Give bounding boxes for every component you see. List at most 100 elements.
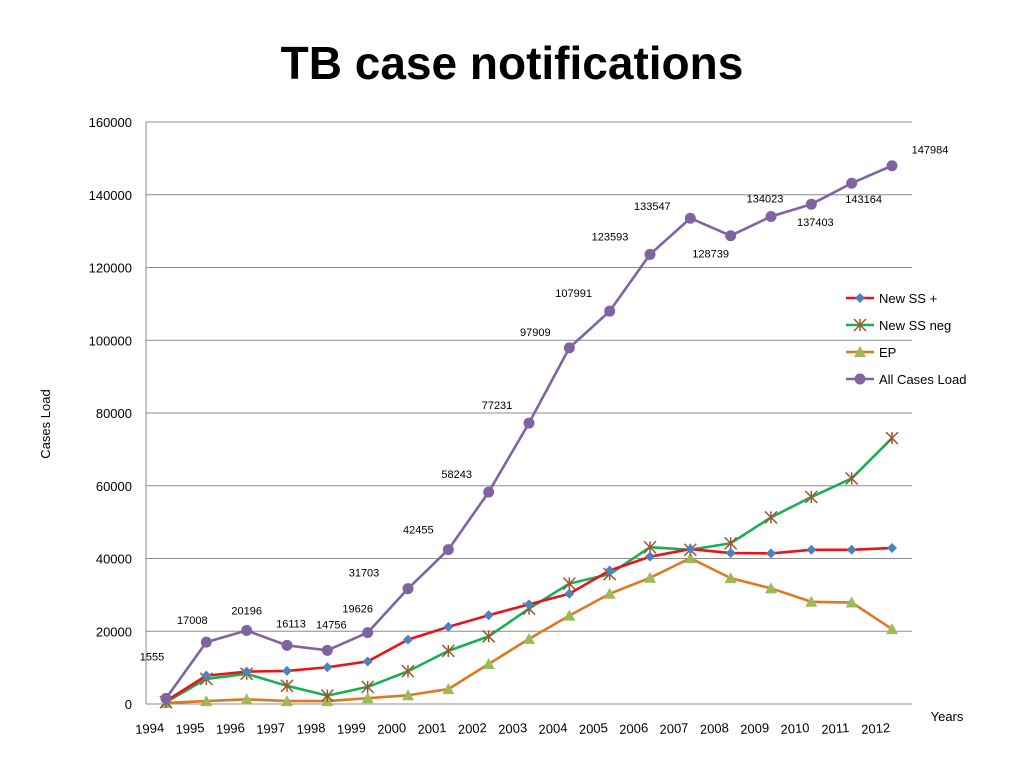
y-tick-label: 0 — [125, 697, 132, 712]
data-label: 20196 — [231, 606, 262, 618]
data-point — [322, 662, 333, 673]
x-tick-label: 2001 — [417, 720, 447, 737]
x-tick-label: 2010 — [780, 720, 810, 737]
data-point — [482, 657, 495, 669]
legend-label: EP — [879, 345, 896, 360]
data-label: 17008 — [177, 615, 208, 627]
data-point — [441, 644, 455, 658]
data-point — [604, 565, 615, 576]
y-tick-label: 160000 — [89, 115, 132, 130]
data-point — [281, 639, 293, 651]
data-label: 97909 — [520, 327, 551, 339]
series-line — [165, 437, 893, 704]
data-point — [563, 342, 575, 354]
data-point — [362, 656, 373, 667]
legend-label: All Cases Load — [879, 372, 966, 387]
series-line — [165, 546, 893, 703]
y-tick-label: 140000 — [89, 188, 132, 203]
data-point — [685, 544, 696, 555]
data-label: 128739 — [692, 249, 729, 261]
data-point — [361, 692, 374, 704]
data-point — [361, 680, 375, 694]
x-tick-label: 2002 — [457, 720, 487, 737]
x-tick-label: 2005 — [578, 720, 608, 737]
data-point — [402, 689, 414, 701]
x-tick-label: 2008 — [699, 720, 729, 737]
data-point — [845, 596, 858, 608]
data-point — [604, 305, 616, 317]
data-point — [724, 572, 737, 584]
chart-title: TB case notifications — [280, 37, 744, 89]
data-point — [442, 544, 454, 556]
data-point — [200, 636, 212, 648]
series-new-ss-neg — [159, 431, 899, 709]
data-point — [854, 346, 866, 357]
x-tick-label: 2003 — [498, 720, 528, 737]
y-tick-label: 120000 — [89, 261, 132, 276]
data-point — [855, 293, 865, 303]
x-tick-label: 1997 — [256, 720, 286, 737]
data-point — [725, 548, 736, 559]
data-point — [765, 210, 777, 222]
data-point — [200, 695, 213, 707]
x-tick-label: 1995 — [175, 720, 205, 737]
x-tick-label: 2009 — [740, 720, 770, 737]
data-label: 123593 — [592, 231, 629, 243]
data-point — [281, 695, 293, 707]
y-tick-label: 80000 — [96, 406, 132, 421]
data-point — [644, 248, 656, 260]
data-point — [482, 629, 496, 643]
data-point — [524, 599, 534, 610]
data-point — [563, 609, 576, 621]
data-point — [443, 621, 454, 632]
data-point — [644, 571, 656, 583]
x-tick-label: 2000 — [377, 720, 407, 737]
series-new-ss- — [161, 542, 897, 707]
x-tick-label: 1999 — [336, 720, 366, 737]
data-label: 19626 — [342, 604, 373, 616]
data-point — [684, 552, 697, 564]
legend-item: All Cases Load — [846, 372, 966, 387]
data-point — [887, 542, 897, 553]
x-tick-label: 2011 — [821, 720, 850, 737]
data-label: 107991 — [555, 288, 592, 300]
data-point — [845, 471, 859, 486]
axes: 0 20000 40000 60000 80000 100000 120000 140000 1… — [89, 115, 912, 737]
x-tick-label: 1994 — [135, 720, 165, 737]
y-tick-label: 100000 — [89, 333, 132, 348]
data-point — [806, 544, 817, 555]
data-point — [241, 666, 252, 677]
data-point — [854, 373, 866, 385]
data-label: 16113 — [276, 618, 306, 630]
data-point — [886, 623, 898, 635]
data-point — [724, 536, 738, 550]
x-tick-label: 2012 — [861, 720, 891, 737]
data-point — [562, 577, 576, 591]
data-point — [764, 510, 778, 524]
x-tick-label: 1996 — [215, 720, 245, 737]
series-all-cases-load — [160, 160, 898, 704]
data-point — [523, 417, 535, 429]
data-label: 14756 — [316, 619, 347, 631]
data-point — [523, 632, 535, 644]
data-point — [846, 544, 857, 555]
series — [159, 160, 899, 709]
data-point — [805, 198, 817, 210]
data-point — [725, 230, 737, 242]
data-point — [160, 692, 172, 704]
series-line — [164, 164, 893, 700]
data-point — [402, 583, 414, 595]
data-point — [645, 551, 655, 562]
data-point — [483, 486, 495, 498]
x-tick-label: 1998 — [296, 720, 326, 737]
data-point — [603, 587, 616, 599]
data-point — [804, 490, 818, 504]
data-point — [282, 665, 292, 676]
data-label: 134023 — [747, 193, 784, 205]
data-point — [240, 693, 253, 705]
data-point — [853, 318, 867, 332]
data-point — [201, 670, 212, 681]
x-tick-label: 2006 — [619, 720, 649, 737]
legend-item: New SS + — [846, 291, 937, 306]
